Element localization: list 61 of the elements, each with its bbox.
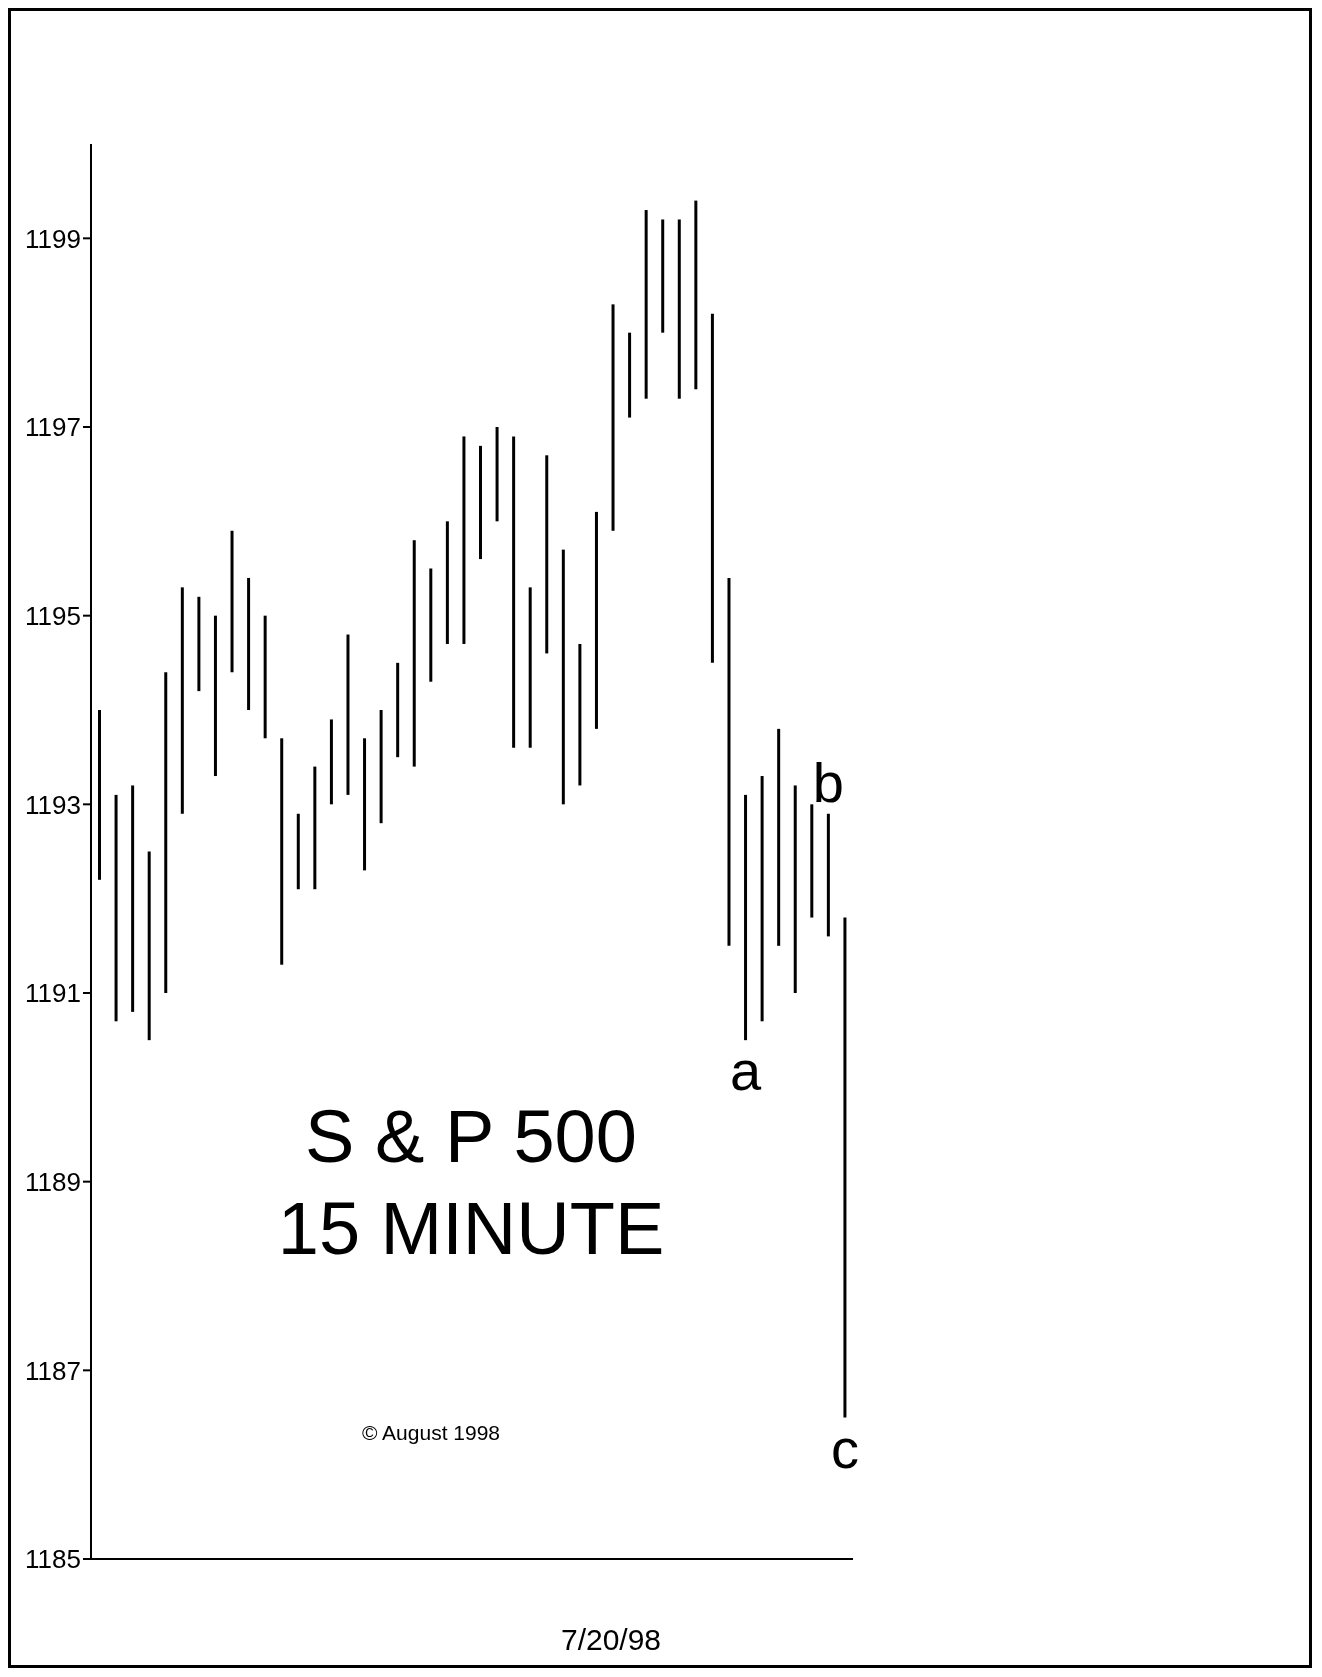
annotation: © August 1998 (360, 1421, 502, 1445)
bar (429, 568, 433, 682)
data-label: c (830, 1416, 859, 1480)
bar (396, 662, 400, 758)
bar (462, 436, 466, 644)
bar (98, 710, 101, 880)
bar (495, 427, 499, 522)
bar (793, 785, 797, 993)
bar (826, 813, 830, 937)
y-tick-label: 1193 (25, 789, 81, 820)
bar (677, 219, 681, 399)
y-tick-label: 1191 (25, 978, 81, 1009)
y-tick-label: 1189 (25, 1166, 81, 1197)
bar (644, 210, 648, 399)
y-tick-label: 1185 (25, 1544, 81, 1575)
bar (744, 794, 748, 1041)
bar (247, 577, 251, 710)
text: 15 MINUTE (276, 1186, 666, 1272)
bar (296, 813, 300, 890)
bar (379, 710, 383, 824)
bar (263, 615, 267, 739)
bar (313, 766, 317, 890)
bar (164, 672, 168, 993)
data-label: a (729, 1039, 762, 1103)
bar (329, 719, 333, 805)
bar (710, 313, 714, 663)
bar (628, 332, 632, 418)
bar (810, 804, 814, 918)
y-tick-label: 1195 (25, 600, 81, 631)
text: S & P 500 (305, 1095, 637, 1178)
bar (528, 587, 532, 748)
bar (346, 634, 350, 795)
bar (479, 445, 482, 560)
bar (843, 917, 847, 1418)
bar (578, 643, 582, 786)
bar (512, 436, 516, 748)
y-tick-label: 1199 (25, 223, 81, 254)
bar (594, 511, 598, 729)
bar (280, 738, 284, 965)
bar (661, 219, 665, 333)
bar (131, 785, 135, 1012)
bar (363, 738, 367, 871)
bar (545, 455, 549, 654)
bar (412, 540, 416, 767)
bar (114, 794, 118, 1022)
bar (213, 615, 217, 777)
bar (694, 200, 698, 390)
bar (561, 549, 565, 805)
data-label: b (812, 750, 844, 814)
bar (147, 851, 151, 1041)
bar (197, 596, 201, 692)
bar (180, 587, 184, 814)
bar (760, 776, 764, 1022)
bar (611, 304, 615, 531)
y-tick-label: 1197 (25, 412, 81, 443)
bar (777, 728, 781, 946)
bar (445, 521, 449, 644)
bar (230, 530, 234, 673)
y-tick-label: 1187 (25, 1355, 81, 1386)
bar (727, 577, 731, 946)
x-axis-title: 7/20/98 (559, 1623, 663, 1657)
